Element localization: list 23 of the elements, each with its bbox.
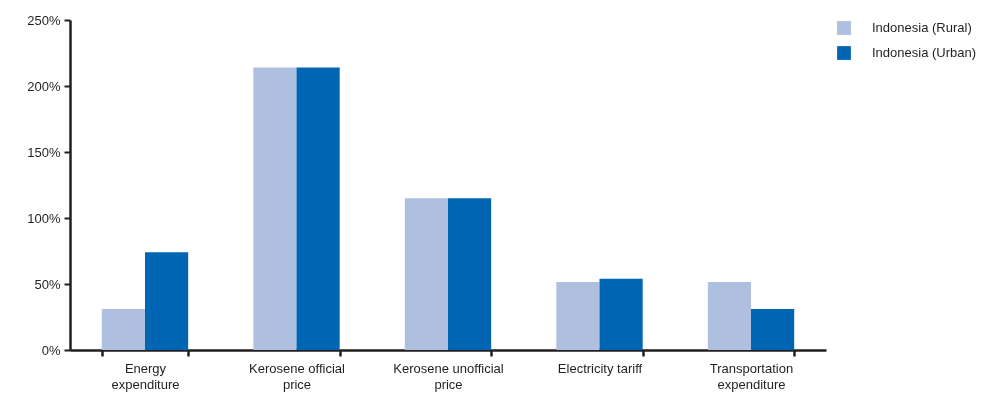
y-tick-label: 200%: [27, 78, 61, 94]
bar: [707, 282, 752, 350]
legend-label: Indonesia (Urban): [872, 45, 977, 60]
bar: [599, 278, 643, 350]
y-tick-label: 250%: [27, 12, 61, 28]
bar: [556, 282, 600, 350]
x-tick-label: Energy expenditure: [111, 360, 180, 392]
bar: [448, 198, 492, 350]
x-tick-label: Kerosene unofficial price: [393, 360, 504, 392]
y-tick-label: 50%: [34, 276, 61, 292]
bar: [404, 198, 448, 350]
bar: [101, 309, 145, 350]
y-tick-label: 0%: [41, 342, 61, 358]
x-tick-label: Kerosene official price: [249, 360, 346, 392]
bar: [296, 67, 340, 350]
x-tick-label: Transportation expenditure: [709, 360, 794, 392]
y-tick-label: 100%: [27, 210, 61, 226]
bar: [751, 309, 795, 350]
x-tick-label: Electricity tariff: [557, 360, 643, 376]
y-tick-label: 150%: [27, 144, 61, 160]
bar: [144, 252, 189, 350]
bar: [253, 67, 297, 350]
legend-label: Indonesia (Rural): [872, 20, 972, 35]
